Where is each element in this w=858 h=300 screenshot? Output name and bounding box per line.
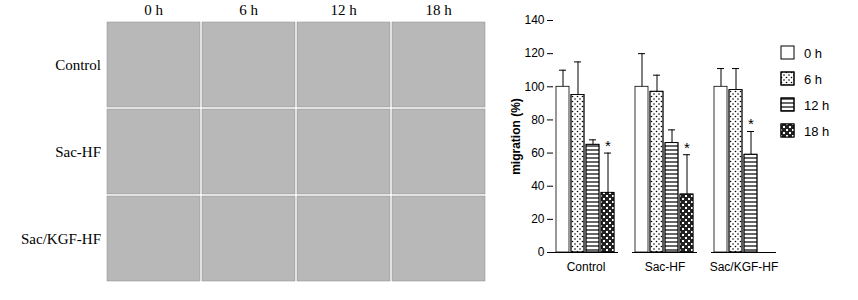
svg-text:20: 20 — [531, 212, 545, 226]
svg-text:18 h: 18 h — [425, 2, 452, 18]
svg-text:Control: Control — [55, 57, 101, 73]
svg-text:0: 0 — [538, 245, 545, 259]
html-text:12 h: 12 h — [804, 97, 830, 113]
svg-text:*: * — [748, 115, 754, 132]
svg-text:Sac/KGF-HF: Sac/KGF-HF — [710, 260, 779, 274]
html-text:0 h: 0 h — [804, 45, 823, 61]
svg-text:Sac-HF: Sac-HF — [55, 144, 101, 160]
svg-text:Sac-HF: Sac-HF — [645, 260, 686, 274]
svg-text:Control: Control — [567, 260, 606, 274]
svg-text:Sac/KGF-HF: Sac/KGF-HF — [21, 231, 101, 247]
svg-text:0 h: 0 h — [144, 2, 163, 18]
svg-text:6 h: 6 h — [239, 2, 258, 18]
svg-text:migration (%): migration (%) — [509, 98, 523, 175]
svg-text:80: 80 — [531, 113, 545, 127]
html-text:6 h: 6 h — [804, 71, 823, 87]
svg-text:*: * — [684, 139, 690, 156]
svg-text:140: 140 — [524, 13, 544, 27]
svg-text:12 h: 12 h — [330, 2, 357, 18]
svg-text:100: 100 — [524, 80, 544, 94]
svg-text:40: 40 — [531, 179, 545, 193]
svg-text:*: * — [605, 137, 611, 154]
svg-text:60: 60 — [531, 146, 545, 160]
html-text:18 h: 18 h — [804, 123, 830, 139]
svg-text:120: 120 — [524, 46, 544, 60]
